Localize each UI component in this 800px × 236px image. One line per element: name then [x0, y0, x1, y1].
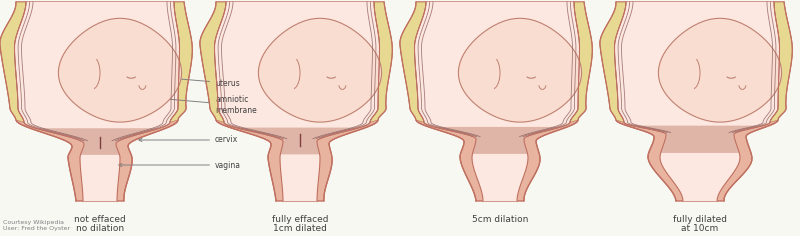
Text: no dilation: no dilation: [76, 224, 124, 233]
Text: fully dilated: fully dilated: [673, 215, 727, 224]
Polygon shape: [200, 2, 226, 122]
Text: amniotic
membrane: amniotic membrane: [159, 95, 257, 115]
Polygon shape: [632, 126, 763, 153]
Polygon shape: [236, 128, 359, 154]
Text: uterus: uterus: [172, 77, 240, 88]
Text: not effaced: not effaced: [74, 215, 126, 224]
Text: 1cm dilated: 1cm dilated: [273, 224, 327, 233]
Polygon shape: [214, 2, 379, 201]
Polygon shape: [458, 18, 582, 122]
Polygon shape: [434, 127, 561, 154]
Text: Courtesy Wikipedia
User: Fred the Oyster: Courtesy Wikipedia User: Fred the Oyster: [3, 220, 70, 231]
Text: 5cm dilation: 5cm dilation: [472, 215, 528, 224]
Text: at 10cm: at 10cm: [682, 224, 718, 233]
Polygon shape: [14, 2, 179, 201]
Polygon shape: [600, 2, 792, 201]
Text: fully effaced: fully effaced: [272, 215, 328, 224]
Polygon shape: [400, 2, 592, 201]
Polygon shape: [370, 2, 392, 122]
Polygon shape: [570, 2, 592, 122]
Polygon shape: [658, 18, 782, 122]
Text: cervix: cervix: [139, 135, 238, 144]
Polygon shape: [0, 2, 192, 201]
Polygon shape: [614, 2, 779, 201]
Polygon shape: [0, 2, 26, 122]
Polygon shape: [170, 2, 192, 122]
Polygon shape: [770, 2, 792, 122]
Polygon shape: [258, 18, 382, 122]
Polygon shape: [58, 18, 182, 122]
Polygon shape: [400, 2, 426, 122]
Polygon shape: [600, 2, 626, 122]
Polygon shape: [200, 2, 392, 201]
Text: vagina: vagina: [119, 160, 241, 169]
Polygon shape: [414, 2, 579, 201]
Polygon shape: [36, 128, 159, 155]
